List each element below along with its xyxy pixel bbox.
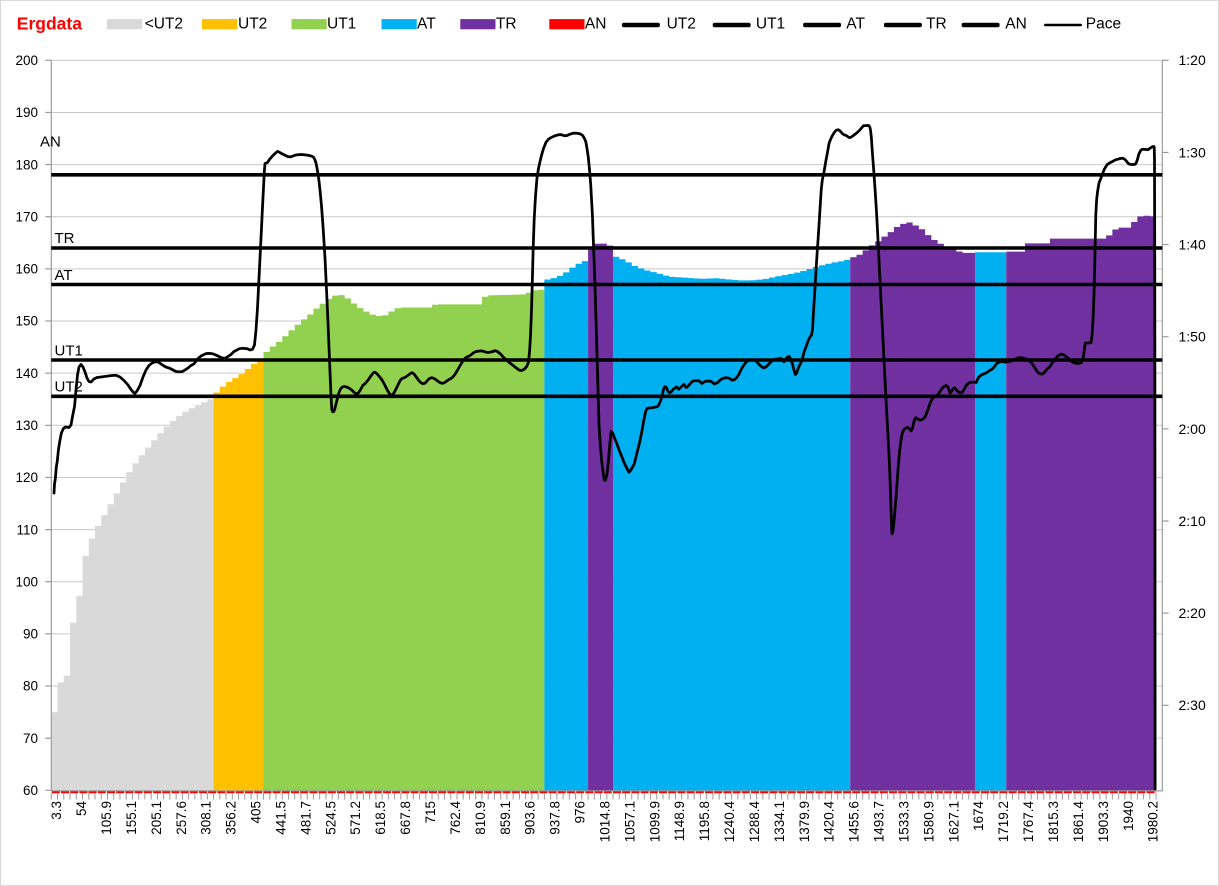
svg-text:1674: 1674 <box>971 801 986 832</box>
svg-text:1195.8: 1195.8 <box>697 801 712 841</box>
svg-text:<UT2: <UT2 <box>145 16 183 33</box>
svg-text:UT1: UT1 <box>756 16 785 33</box>
svg-text:190: 190 <box>15 105 38 120</box>
svg-text:AN: AN <box>1005 16 1027 33</box>
svg-text:TR: TR <box>496 16 517 33</box>
svg-text:1815.3: 1815.3 <box>1046 801 1061 842</box>
svg-text:1334.1: 1334.1 <box>772 801 787 842</box>
svg-text:60: 60 <box>23 783 38 798</box>
svg-text:715: 715 <box>423 801 438 824</box>
svg-text:2:30: 2:30 <box>1179 697 1206 713</box>
svg-text:AT: AT <box>55 267 73 284</box>
svg-text:571.2: 571.2 <box>348 801 363 835</box>
svg-text:1420.4: 1420.4 <box>822 801 837 843</box>
svg-text:1:30: 1:30 <box>1179 144 1206 160</box>
svg-text:2:00: 2:00 <box>1179 421 1206 437</box>
svg-text:UT2: UT2 <box>667 16 696 33</box>
svg-text:1580.9: 1580.9 <box>921 801 936 842</box>
svg-text:TR: TR <box>926 16 947 33</box>
svg-text:170: 170 <box>15 209 38 224</box>
svg-text:TR: TR <box>55 230 75 247</box>
svg-text:810.9: 810.9 <box>473 801 488 835</box>
svg-text:618.5: 618.5 <box>373 801 388 835</box>
svg-text:90: 90 <box>23 627 38 642</box>
svg-text:70: 70 <box>23 731 38 746</box>
svg-text:2:10: 2:10 <box>1179 513 1206 529</box>
svg-text:1014.8: 1014.8 <box>597 801 612 842</box>
svg-text:1:40: 1:40 <box>1179 237 1206 253</box>
svg-text:1240.4: 1240.4 <box>722 801 737 843</box>
svg-text:UT1: UT1 <box>55 343 83 360</box>
svg-text:Pace: Pace <box>1086 16 1121 33</box>
svg-text:257.6: 257.6 <box>174 801 189 835</box>
svg-text:1:50: 1:50 <box>1179 329 1206 345</box>
svg-text:155.1: 155.1 <box>124 801 139 835</box>
svg-text:976: 976 <box>573 801 588 824</box>
svg-text:160: 160 <box>15 262 38 277</box>
svg-text:180: 180 <box>15 157 38 172</box>
svg-text:1533.3: 1533.3 <box>897 801 912 842</box>
svg-text:481.7: 481.7 <box>298 801 313 835</box>
svg-text:3.3: 3.3 <box>49 801 64 820</box>
svg-text:200: 200 <box>15 53 38 68</box>
svg-text:2:20: 2:20 <box>1179 605 1206 621</box>
svg-text:140: 140 <box>15 366 38 381</box>
svg-text:UT1: UT1 <box>327 16 356 33</box>
svg-text:762.4: 762.4 <box>448 801 463 835</box>
svg-text:1627.1: 1627.1 <box>946 801 961 842</box>
svg-text:UT2: UT2 <box>238 16 267 33</box>
svg-text:AN: AN <box>585 16 607 33</box>
svg-text:1940: 1940 <box>1121 801 1136 831</box>
svg-text:1:20: 1:20 <box>1179 52 1206 68</box>
svg-text:120: 120 <box>15 470 38 485</box>
svg-text:859.1: 859.1 <box>498 801 513 835</box>
svg-text:1148.9: 1148.9 <box>672 801 687 841</box>
svg-text:AT: AT <box>417 16 436 33</box>
svg-text:1719.2: 1719.2 <box>996 801 1011 842</box>
svg-text:105.9: 105.9 <box>99 801 114 835</box>
svg-text:1099.9: 1099.9 <box>647 801 662 842</box>
svg-text:1903.3: 1903.3 <box>1096 801 1111 842</box>
svg-text:AN: AN <box>40 134 61 151</box>
svg-text:1767.4: 1767.4 <box>1021 801 1036 843</box>
svg-text:308.1: 308.1 <box>199 801 214 835</box>
svg-text:1861.4: 1861.4 <box>1071 801 1086 843</box>
svg-text:UT2: UT2 <box>55 379 83 396</box>
svg-text:1493.7: 1493.7 <box>872 801 887 842</box>
svg-text:937.8: 937.8 <box>548 801 563 835</box>
svg-text:903.6: 903.6 <box>523 801 538 835</box>
svg-text:1455.6: 1455.6 <box>847 801 862 842</box>
svg-text:54: 54 <box>74 801 89 817</box>
svg-text:205.1: 205.1 <box>149 801 164 835</box>
svg-text:80: 80 <box>23 679 38 694</box>
svg-text:110: 110 <box>16 522 38 537</box>
svg-text:1980.2: 1980.2 <box>1146 801 1161 842</box>
svg-text:1057.1: 1057.1 <box>622 801 637 842</box>
svg-text:100: 100 <box>15 574 38 589</box>
svg-text:130: 130 <box>15 418 38 433</box>
svg-text:441.5: 441.5 <box>274 801 289 835</box>
svg-text:Ergdata: Ergdata <box>17 14 82 34</box>
svg-text:356.2: 356.2 <box>224 801 239 835</box>
svg-text:1288.4: 1288.4 <box>747 801 762 843</box>
svg-text:150: 150 <box>15 314 38 329</box>
svg-text:AT: AT <box>846 16 865 33</box>
svg-text:405: 405 <box>249 801 264 824</box>
svg-text:524.5: 524.5 <box>323 801 338 835</box>
svg-text:1379.9: 1379.9 <box>797 801 812 842</box>
svg-text:667.8: 667.8 <box>398 801 413 835</box>
